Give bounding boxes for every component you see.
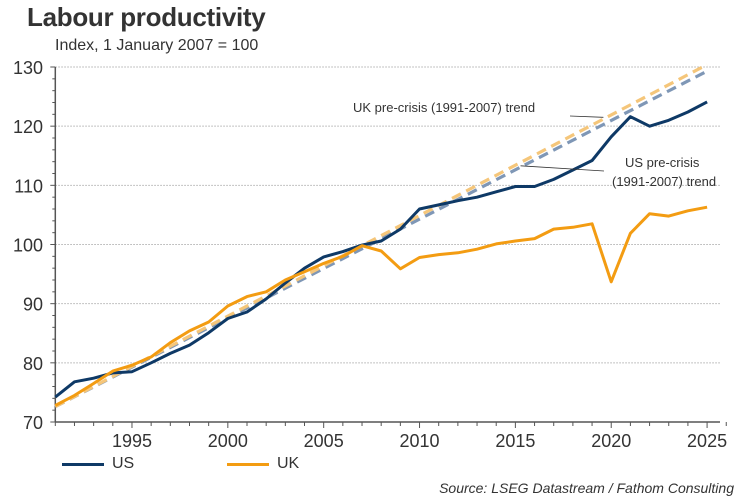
x-tick-label-2010: 2010 <box>400 431 440 451</box>
y-tick-label-120: 120 <box>13 117 43 137</box>
y-tick-label-70: 70 <box>23 413 43 433</box>
legend-swatch-us <box>62 462 104 466</box>
y-tick-labels: 70 80 90 100 110 120 130 <box>13 58 43 433</box>
source-note: Source: LSEG Datastream / Fathom Consult… <box>439 480 734 496</box>
annotation-us-trend-line1: US pre-crisis <box>625 155 700 170</box>
y-tick-label-90: 90 <box>23 295 43 315</box>
us-series-line <box>54 100 708 399</box>
legend-label-us: US <box>112 455 135 472</box>
legend-item-uk: UK <box>227 455 299 473</box>
legend-item-us: US <box>62 455 134 473</box>
legend-swatch-uk <box>227 462 269 466</box>
x-tick-label-2005: 2005 <box>304 431 344 451</box>
uk-trend-line <box>54 63 708 409</box>
annotation-us-trend-line2: (1991-2007) trend <box>612 174 716 189</box>
x-tick-label-2015: 2015 <box>495 431 535 451</box>
data-series <box>54 100 708 407</box>
y-tick-label-80: 80 <box>23 354 43 374</box>
y-tick-label-100: 100 <box>13 236 43 256</box>
trend-lines <box>54 63 708 409</box>
y-tick-label-110: 110 <box>14 176 43 196</box>
us-trend-line <box>54 69 708 409</box>
x-tick-labels: 1995 2000 2005 2010 2015 2020 2025 <box>112 431 727 451</box>
uk-series-line <box>54 205 708 407</box>
chart-title: Labour productivity <box>27 2 266 32</box>
x-tick-label-2000: 2000 <box>208 431 248 451</box>
y-tick-label-130: 130 <box>13 58 43 78</box>
x-tick-label-2025: 2025 <box>687 431 727 451</box>
legend-label-uk: UK <box>277 455 300 472</box>
annotation-uk-trend: UK pre-crisis (1991-2007) trend <box>353 100 535 115</box>
chart-subtitle: Index, 1 January 2007 = 100 <box>55 37 259 54</box>
x-tick-label-1995: 1995 <box>112 431 152 451</box>
annotations: UK pre-crisis (1991-2007) trend US pre-cr… <box>353 100 716 189</box>
annotation-us-pointer <box>520 165 605 172</box>
annotation-uk-pointer <box>569 115 604 118</box>
axes <box>50 66 727 428</box>
x-tick-label-2020: 2020 <box>591 431 631 451</box>
